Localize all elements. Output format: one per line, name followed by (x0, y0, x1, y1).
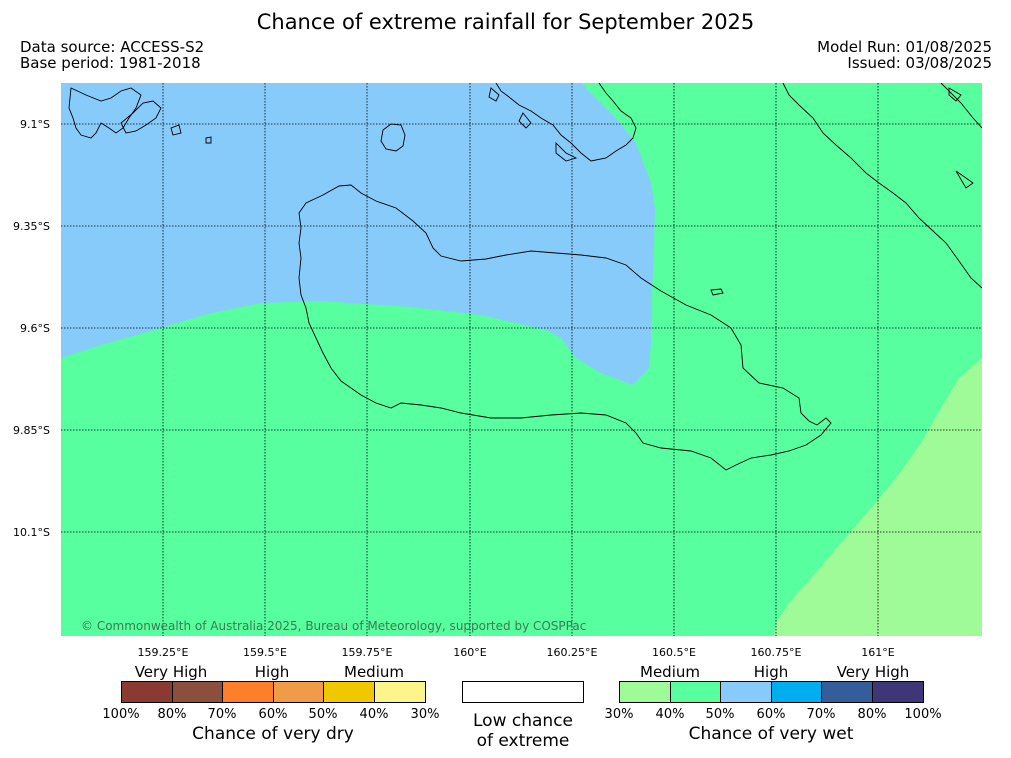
lat-label: 10.1°S (13, 526, 50, 539)
wet-tick: 80% (857, 707, 887, 722)
lon-label: 160°E (453, 646, 487, 659)
low-chance-line1: Low chance (473, 711, 573, 731)
dry-swatch (122, 682, 173, 702)
dry-swatch (324, 682, 375, 702)
lat-label: 9.6°S (20, 322, 50, 335)
dry-category-medium: Medium (344, 663, 404, 681)
coastlines (68, 83, 982, 471)
dry-tick: 70% (207, 707, 237, 722)
wet-tick: 50% (705, 707, 735, 722)
lat-label: 9.85°S (13, 424, 50, 437)
lon-label: 160.75°E (750, 646, 802, 659)
wet-swatch (721, 682, 772, 702)
lon-label: 161°E (861, 646, 895, 659)
wet-category-very-high: Very High (836, 663, 910, 681)
dry-tick: 80% (157, 707, 187, 722)
copyright-notice: © Commonwealth of Australia 2025, Bureau… (81, 619, 587, 633)
low-chance-line2: of extreme (476, 731, 570, 751)
low-chance-swatch (462, 681, 584, 703)
dry-colorbar (121, 681, 426, 703)
wet-caption: Chance of very wet (688, 724, 854, 744)
dry-tick: 50% (308, 707, 338, 722)
wet-swatch (873, 682, 923, 702)
model-run-label: Model Run: 01/08/2025 (817, 38, 992, 56)
wet-tick: 60% (756, 707, 786, 722)
lon-label: 159.75°E (341, 646, 393, 659)
lon-label: 159.25°E (137, 646, 189, 659)
lon-label: 159.5°E (243, 646, 287, 659)
dry-tick: 40% (359, 707, 389, 722)
wet-category-high: High (753, 663, 789, 681)
wet-tick: 70% (806, 707, 836, 722)
header-left: Data source: ACCESS-S2 Base period: 1981… (20, 39, 204, 71)
map-title: Chance of extreme rainfall for September… (256, 10, 755, 34)
wet-swatch (620, 682, 671, 702)
map-canvas (61, 83, 982, 636)
header-right: Model Run: 01/08/2025 Issued: 03/08/2025 (817, 39, 992, 71)
lon-label: 160.5°E (652, 646, 696, 659)
wet-tick: 100% (904, 707, 942, 722)
wet-swatch (671, 682, 721, 702)
map-panel (61, 83, 982, 636)
dry-tick: 100% (102, 707, 140, 722)
dry-category-very-high: Very High (134, 663, 208, 681)
dry-swatch (274, 682, 324, 702)
dry-swatch (375, 682, 425, 702)
data-source-label: Data source: ACCESS-S2 (20, 38, 205, 56)
wet-swatch (772, 682, 822, 702)
lat-label: 9.1°S (20, 118, 50, 131)
dry-tick: 30% (410, 707, 440, 722)
wet-swatch (822, 682, 873, 702)
issued-label: Issued: 03/08/2025 (847, 54, 992, 72)
dry-swatch (173, 682, 223, 702)
dry-category-high: High (254, 663, 290, 681)
region-wet-30-40 (774, 358, 982, 636)
dry-caption: Chance of very dry (192, 724, 354, 744)
wet-category-medium: Medium (640, 663, 700, 681)
wet-colorbar (619, 681, 924, 703)
wet-tick: 40% (655, 707, 685, 722)
dry-swatch (223, 682, 274, 702)
base-period-label: Base period: 1981-2018 (20, 54, 201, 72)
dry-tick: 60% (258, 707, 288, 722)
region-wet-50-60 (61, 83, 655, 385)
wet-tick: 30% (604, 707, 634, 722)
low-chance-label: Low chance of extreme (452, 711, 594, 751)
lat-label: 9.35°S (13, 220, 50, 233)
lon-label: 160.25°E (546, 646, 598, 659)
